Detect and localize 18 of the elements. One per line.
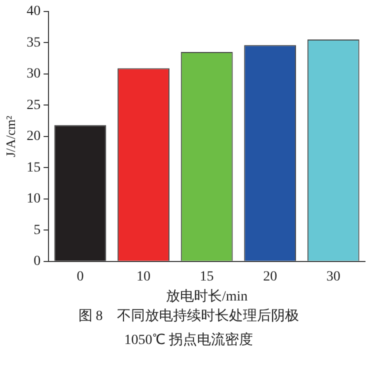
x-tick-label: 0 [76, 269, 84, 284]
y-tick-label: 25 [26, 98, 41, 113]
x-tick-label: 30 [326, 269, 340, 284]
x-tick-label: 20 [263, 269, 278, 284]
x-tick-label: 15 [200, 269, 214, 284]
y-tick-label: 20 [26, 129, 41, 144]
text: 1050℃ 拐点电流密度 [123, 331, 254, 350]
y-tick-label: 5 [34, 222, 41, 238]
caption: 图 8 不同放电持续时长处理后阴极 [77, 308, 300, 326]
y-tick-label: 40 [26, 4, 41, 20]
y-tick-label: 0 [34, 254, 41, 270]
y-tick-label: 30 [26, 66, 41, 82]
y-tick-label: 15 [26, 160, 41, 176]
x-tick-label: 10 [136, 269, 151, 284]
y-axis-title: J/A/cm² [3, 116, 18, 158]
y-tick-label: 10 [26, 192, 41, 207]
y-tick-label: 35 [26, 35, 41, 50]
x-axis-title: 放电时长/min [166, 288, 248, 304]
